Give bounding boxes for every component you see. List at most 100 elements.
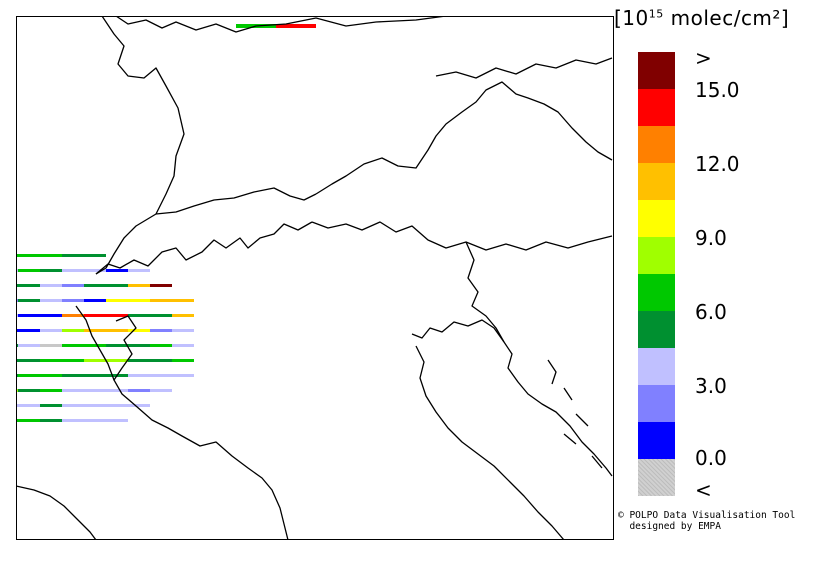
undefined-pixel [16,344,18,347]
undefined-pixel [128,359,150,362]
undefined-pixel [128,404,150,407]
coastlines-and-borders [16,16,613,540]
undefined-pixel [40,419,62,422]
undefined-pixel [40,344,62,347]
undefined-pixel [18,344,40,347]
undefined-pixel [62,404,84,407]
legend-label-0: 0.0 [695,446,727,470]
legend-swatch-10p5 [638,200,675,237]
undefined-pixel [62,284,84,287]
undefined-pixel [150,284,172,287]
undefined-pixel [16,374,18,377]
undefined-pixel [150,374,172,377]
undefined-pixel [18,404,40,407]
venice-lagoon [411,319,505,343]
undefined-pixel [106,419,128,422]
undefined-pixel [236,24,256,28]
undefined-pixel [172,374,194,377]
undefined-pixel [150,299,172,302]
undefined-pixel [172,344,194,347]
undefined-pixel [16,284,18,287]
undefined-pixel [128,299,150,302]
undefined-pixel [40,269,62,272]
undefined-pixel [128,344,150,347]
czech-austria-border [435,57,613,79]
credit-text: © POLPO Data Visualisation Tool designed… [618,510,795,532]
undefined-pixel [40,299,62,302]
swiss-south-border [95,221,313,275]
undefined-pixel [40,314,62,317]
undefined-pixel [18,299,40,302]
italy-west-coast [113,315,289,540]
undefined-pixel [40,374,62,377]
undefined-pixel [106,344,128,347]
undefined-pixel [62,374,84,377]
undefined-pixel [172,314,194,317]
undefined-pixel [18,389,40,392]
undefined-pixel [84,404,106,407]
undefined-pixel [62,269,84,272]
undefined-pixel [84,374,106,377]
croatian-islands [547,359,603,469]
undefined-pixel [106,389,128,392]
undefined-pixel [62,344,84,347]
undefined-pixel [150,344,172,347]
map-panel[interactable] [16,16,614,540]
map-svg [16,16,613,540]
undefined-pixel [62,329,84,332]
legend-unit-title: [1015 molec/cm²] [614,6,809,30]
legend-label-9: 9.0 [695,226,727,250]
legend-swatch-lt0 [638,459,675,496]
legend-swatch-3 [638,385,675,422]
undefined-pixel [18,329,40,332]
undefined-pixel [84,314,106,317]
legend-swatch-15 [638,89,675,126]
unit-rest: molec/cm²] [663,6,790,30]
undefined-pixel [172,299,194,302]
undefined-pixel [40,389,62,392]
germany-czech-border [115,16,447,33]
undefined-pixel [84,389,106,392]
undefined-pixel [18,419,40,422]
legend-label-15: 15.0 [695,78,740,102]
undefined-pixel [62,359,84,362]
legend-label-12: 12.0 [695,152,740,176]
undefined-pixel [150,359,172,362]
austria-north-border [315,81,613,195]
undefined-pixel [62,254,84,257]
credit-line-1: © POLPO Data Visualisation Tool [618,510,796,521]
italy-france-border [75,305,115,381]
swiss-north-border [155,187,317,215]
undefined-pixel [40,284,62,287]
undefined-pixel [128,329,150,332]
undefined-pixel [16,254,18,257]
undefined-pixel [62,389,84,392]
undefined-pixel [128,269,150,272]
undefined-pixel [84,344,106,347]
undefined-pixel [84,419,106,422]
undefined-pixel [16,389,18,392]
undefined-pixel [18,359,40,362]
undefined-pixel [84,329,106,332]
undefined-pixel [62,314,84,317]
undefined-pixel [128,374,150,377]
undefined-pixel [106,299,128,302]
undefined-pixel [84,359,106,362]
legend-label-lt: < [695,478,712,502]
italy-adriatic-coast [415,345,565,540]
undefined-pixel [18,284,40,287]
legend-swatch-9 [638,237,675,274]
legend-label-6: 6.0 [695,300,727,324]
undefined-pixel [106,314,128,317]
legend-swatch-4p5 [638,348,675,385]
undefined-pixel [128,284,150,287]
undefined-pixel [150,314,172,317]
undefined-pixel [16,329,18,332]
undefined-pixel [40,254,62,257]
undefined-pixel [106,329,128,332]
undefined-pixel [150,389,172,392]
legend-swatch-7p5 [638,274,675,311]
undefined-pixel [172,359,194,362]
undefined-pixel [18,269,40,272]
satellite-pixels [16,24,316,422]
